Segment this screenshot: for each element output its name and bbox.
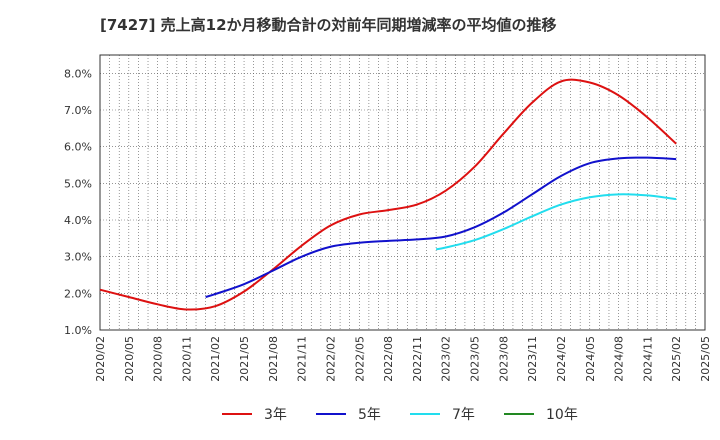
x-tick-label: 2020/11 — [180, 336, 193, 382]
x-tick-label: 2023/08 — [497, 336, 510, 382]
x-tick-label: 2025/02 — [670, 336, 683, 382]
plot-area — [100, 55, 705, 330]
legend-label-3: 7年 — [452, 407, 475, 423]
x-tick-label: 2021/05 — [238, 336, 251, 382]
x-tick-label: 2021/08 — [267, 336, 280, 382]
y-tick-label: 6.0% — [64, 141, 92, 154]
legend-label-2: 5年 — [358, 407, 381, 423]
x-tick-label: 2020/08 — [152, 336, 165, 382]
y-tick-label: 7.0% — [64, 104, 92, 117]
y-tick-label: 4.0% — [64, 214, 92, 227]
x-tick-label: 2021/02 — [209, 336, 222, 382]
x-tick-label: 2022/11 — [411, 336, 424, 382]
x-tick-label: 2022/08 — [382, 336, 395, 382]
x-tick-label: 2021/11 — [296, 336, 309, 382]
y-tick-label: 5.0% — [64, 177, 92, 190]
chart-title: [7427] 売上高12か月移動合計の対前年同期増減率の平均値の推移 — [100, 16, 557, 34]
x-tick-label: 2023/05 — [469, 336, 482, 382]
legend-label-1: 3年 — [264, 407, 287, 423]
x-tick-label: 2024/05 — [584, 336, 597, 382]
y-tick-label: 1.0% — [64, 324, 92, 337]
y-tick-label: 8.0% — [64, 67, 92, 80]
x-tick-label: 2022/05 — [353, 336, 366, 382]
series-line-2 — [205, 156, 677, 298]
x-tick-label: 2020/05 — [123, 336, 136, 382]
series-line-3 — [435, 193, 677, 251]
series-line-1 — [99, 78, 677, 311]
y-tick-label: 3.0% — [64, 251, 92, 264]
x-tick-label: 2024/02 — [555, 336, 568, 382]
plot-border — [99, 54, 706, 331]
x-tick-label: 2023/02 — [440, 336, 453, 382]
x-tick-label: 2024/08 — [613, 336, 626, 382]
x-tick-label: 2025/05 — [699, 336, 712, 382]
x-tick-label: 2024/11 — [641, 336, 654, 382]
x-tick-label: 2023/11 — [526, 336, 539, 382]
legend-label-4: 10年 — [546, 407, 578, 423]
x-tick-label: 2020/02 — [94, 336, 107, 382]
y-tick-label: 2.0% — [64, 287, 92, 300]
x-tick-label: 2022/02 — [324, 336, 337, 382]
